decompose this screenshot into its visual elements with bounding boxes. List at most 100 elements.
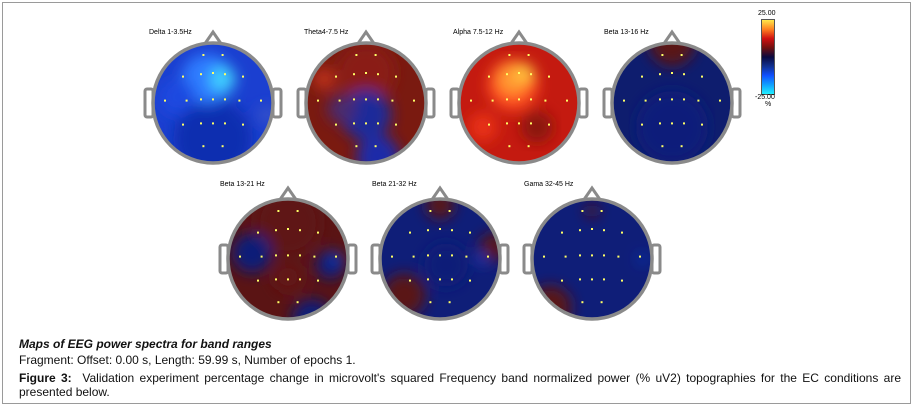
- nose-shape: [202, 29, 224, 46]
- topomap-blob: [315, 250, 345, 280]
- topomap-svg: [449, 29, 589, 165]
- electrode-marker: [697, 99, 700, 102]
- electrode-marker: [561, 231, 563, 234]
- electrode-marker: [527, 54, 530, 56]
- electrode-marker: [448, 301, 451, 304]
- topomap-blob: [521, 111, 553, 143]
- electrode-marker: [182, 123, 184, 126]
- electrode-marker: [212, 72, 214, 74]
- topomap-blob: [636, 91, 708, 163]
- electrode-marker: [335, 255, 337, 258]
- electrode-marker: [317, 279, 319, 282]
- electrode-marker: [355, 145, 358, 148]
- electrode-marker: [487, 255, 489, 258]
- electrode-marker: [439, 254, 441, 257]
- topomap-blob: [516, 64, 534, 82]
- electrode-marker: [427, 229, 429, 232]
- head-outline: [457, 41, 581, 165]
- colorbar: [761, 19, 775, 95]
- electrode-marker: [623, 99, 625, 102]
- electrode-marker: [600, 210, 603, 212]
- electrode-marker: [296, 301, 299, 304]
- electrode-marker: [429, 301, 432, 304]
- electrode-marker: [391, 255, 393, 258]
- electrode-marker: [527, 145, 530, 148]
- electrode-marker: [544, 99, 547, 102]
- electrode-marker: [374, 145, 377, 148]
- electrode-marker: [530, 122, 532, 125]
- electrode-marker: [185, 99, 188, 102]
- electrode-marker: [506, 98, 508, 101]
- electrode-marker: [621, 231, 623, 234]
- topomap-blob: [585, 204, 599, 218]
- electrode-marker: [518, 122, 520, 125]
- nose-shape: [661, 29, 683, 46]
- electrode-marker: [200, 122, 202, 125]
- electrode-marker: [581, 301, 584, 304]
- topomap-blob: [209, 66, 236, 92]
- electrode-marker: [395, 123, 397, 126]
- electrode-marker: [564, 255, 567, 258]
- electrode-marker: [603, 254, 605, 257]
- electrode-marker: [365, 98, 367, 101]
- electrode-marker: [299, 254, 301, 257]
- topomap-svg: [143, 29, 283, 165]
- electrode-marker: [439, 228, 441, 230]
- electrode-marker: [661, 54, 664, 56]
- electrode-marker: [591, 254, 593, 257]
- electrode-marker: [377, 98, 379, 101]
- colorbar-max-label: 25.00: [758, 10, 776, 17]
- electrode-marker: [355, 54, 358, 56]
- electrode-marker: [566, 99, 568, 102]
- electrode-marker: [683, 98, 685, 101]
- electrode-marker: [313, 255, 316, 258]
- electrode-marker: [659, 73, 661, 76]
- electrode-marker: [224, 73, 226, 76]
- topomap-beta-13-21: Beta 13-21 Hz: [218, 179, 358, 329]
- topomap-label: Gama 32-45 Hz: [524, 181, 574, 188]
- topomap-blob: [159, 79, 195, 115]
- colorbar-min-label: -25.00: [755, 94, 775, 101]
- electrode-marker: [581, 210, 584, 212]
- electrode-marker: [427, 254, 429, 257]
- nose-shape: [581, 185, 603, 202]
- electrode-marker: [683, 73, 685, 76]
- electrode-marker: [530, 73, 532, 76]
- figure-label: Figure 3:: [19, 371, 72, 385]
- electrode-marker: [335, 75, 337, 78]
- electrode-marker: [221, 145, 224, 148]
- electrode-marker: [591, 278, 593, 281]
- nose-shape: [508, 29, 530, 46]
- electrode-marker: [317, 231, 319, 234]
- electrode-marker: [617, 255, 620, 258]
- electrode-marker: [451, 254, 453, 257]
- topomap-beta-13-16: Beta 13-16 Hz: [602, 23, 742, 173]
- topomap-label: Beta 13-16 Hz: [604, 29, 649, 36]
- caption-fragment: Fragment: Offset: 0.00 s, Length: 59.99 …: [19, 353, 356, 367]
- topomap-label: Beta 21-32 Hz: [372, 181, 417, 188]
- topomap-blob: [330, 253, 342, 265]
- topomap-blob: [356, 135, 400, 163]
- electrode-marker: [506, 122, 508, 125]
- electrode-marker: [200, 73, 202, 76]
- caption-figure: Figure 3: Validation experiment percenta…: [19, 371, 901, 399]
- electrode-marker: [296, 210, 299, 212]
- electrode-marker: [671, 122, 673, 125]
- electrode-marker: [202, 54, 205, 56]
- electrode-marker: [508, 145, 511, 148]
- electrode-marker: [299, 278, 301, 281]
- electrode-marker: [221, 54, 224, 56]
- electrode-marker: [287, 228, 289, 230]
- electrode-marker: [579, 229, 581, 232]
- electrode-marker: [530, 98, 532, 101]
- topomap-blob: [313, 68, 335, 90]
- electrode-marker: [429, 210, 432, 212]
- electrode-marker: [275, 229, 277, 232]
- electrode-marker: [182, 75, 184, 78]
- electrode-marker: [377, 73, 379, 76]
- electrode-marker: [365, 72, 367, 74]
- topomap-blob: [425, 199, 455, 220]
- electrode-marker: [603, 229, 605, 232]
- topomap-blob: [424, 243, 468, 287]
- head-outline: [151, 41, 275, 165]
